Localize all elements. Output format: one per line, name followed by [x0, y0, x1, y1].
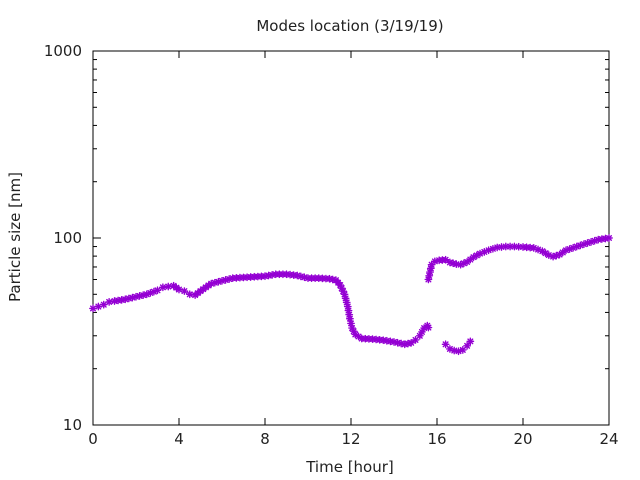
data-point-stroke: [181, 288, 188, 295]
data-point-stroke: [132, 293, 140, 300]
data-point-stroke: [542, 250, 549, 257]
data-point-stroke: [350, 328, 357, 335]
x-tick-label: 0: [88, 430, 98, 448]
data-point-stroke: [136, 292, 143, 299]
data-point-stroke: [530, 244, 537, 251]
data-point-stroke: [426, 272, 433, 279]
y-tick-label: 100: [53, 229, 82, 247]
x-tick-label: 4: [174, 430, 184, 448]
data-point-stroke: [269, 271, 276, 278]
data-point: [466, 337, 475, 346]
data-point-stroke: [515, 243, 522, 250]
data-point-stroke: [106, 298, 113, 305]
data-point-stroke: [427, 265, 434, 272]
data-point-stroke: [89, 305, 97, 312]
data-series: [89, 234, 613, 356]
data-point-stroke: [408, 339, 415, 346]
data-point-stroke: [348, 320, 354, 327]
data-point-stroke: [425, 324, 432, 331]
chart-title: Modes location (3/19/19): [256, 17, 443, 35]
data-point-stroke: [338, 285, 345, 292]
data-point-stroke: [442, 256, 449, 263]
data-point: [424, 323, 433, 332]
data-point: [441, 340, 450, 349]
data-point-stroke: [606, 234, 612, 242]
data-point-stroke: [346, 315, 353, 322]
data-point: [441, 255, 450, 264]
data-point-stroke: [175, 286, 183, 293]
data-point-stroke: [140, 292, 147, 299]
x-tick-label: 8: [260, 430, 270, 448]
data-point: [346, 314, 354, 323]
x-axis-label: Time [hour]: [305, 458, 394, 476]
data-point-stroke: [494, 244, 501, 251]
data-point: [180, 287, 189, 296]
plot-border: [92, 50, 610, 426]
data-point-stroke: [442, 341, 449, 348]
data-point: [529, 244, 538, 252]
data-point-stroke: [349, 325, 356, 332]
data-point: [463, 341, 471, 350]
data-point-stroke: [165, 283, 172, 290]
data-point-stroke: [265, 272, 272, 279]
data-point: [99, 300, 108, 309]
data-point-stroke: [425, 276, 432, 283]
data-point-stroke: [467, 338, 474, 345]
data-point-stroke: [352, 331, 359, 338]
data-point-stroke: [186, 291, 193, 298]
data-point: [105, 298, 114, 306]
data-point-stroke: [95, 303, 102, 310]
data-point-stroke: [262, 273, 268, 280]
data-point-stroke: [464, 342, 471, 349]
data-point: [153, 286, 162, 295]
data-point-stroke: [337, 282, 344, 289]
data-point: [506, 242, 514, 251]
x-tick-label: 16: [427, 430, 446, 448]
data-point-stroke: [539, 248, 546, 255]
data-point-stroke: [498, 244, 505, 251]
data-point: [164, 282, 173, 291]
y-axis: 10 100 1000: [44, 42, 609, 434]
data-point: [458, 346, 467, 354]
data-point-stroke: [427, 269, 434, 276]
data-point-stroke: [355, 333, 362, 340]
x-tick-label: 24: [599, 430, 618, 448]
plot-frame: [92, 50, 610, 426]
data-point-stroke: [545, 252, 552, 259]
data-point: [185, 290, 194, 299]
y-tick-label: 10: [63, 416, 82, 434]
data-point-stroke: [507, 243, 514, 250]
data-point-stroke: [535, 246, 542, 253]
data-point: [430, 257, 439, 266]
x-tick-label: 20: [513, 430, 532, 448]
data-point: [510, 242, 519, 251]
data-point: [89, 304, 97, 313]
data-point: [501, 242, 510, 251]
data-point: [347, 319, 355, 328]
data-point-stroke: [511, 243, 518, 250]
data-point-stroke: [154, 287, 161, 294]
data-point-stroke: [446, 345, 453, 352]
y-axis-label: Particle size [nm]: [6, 172, 24, 302]
data-point: [94, 302, 103, 311]
data-point: [605, 234, 613, 242]
x-tick-label: 12: [341, 430, 360, 448]
data-point-stroke: [100, 301, 107, 308]
y-tick-label: 1000: [44, 42, 82, 60]
x-axis: 0 4 8 12 16 20 24: [88, 51, 619, 448]
data-point-stroke: [340, 288, 347, 295]
data-point-stroke: [159, 284, 166, 291]
data-point: [175, 285, 183, 294]
data-point: [158, 283, 167, 292]
data-point-stroke: [502, 243, 509, 250]
